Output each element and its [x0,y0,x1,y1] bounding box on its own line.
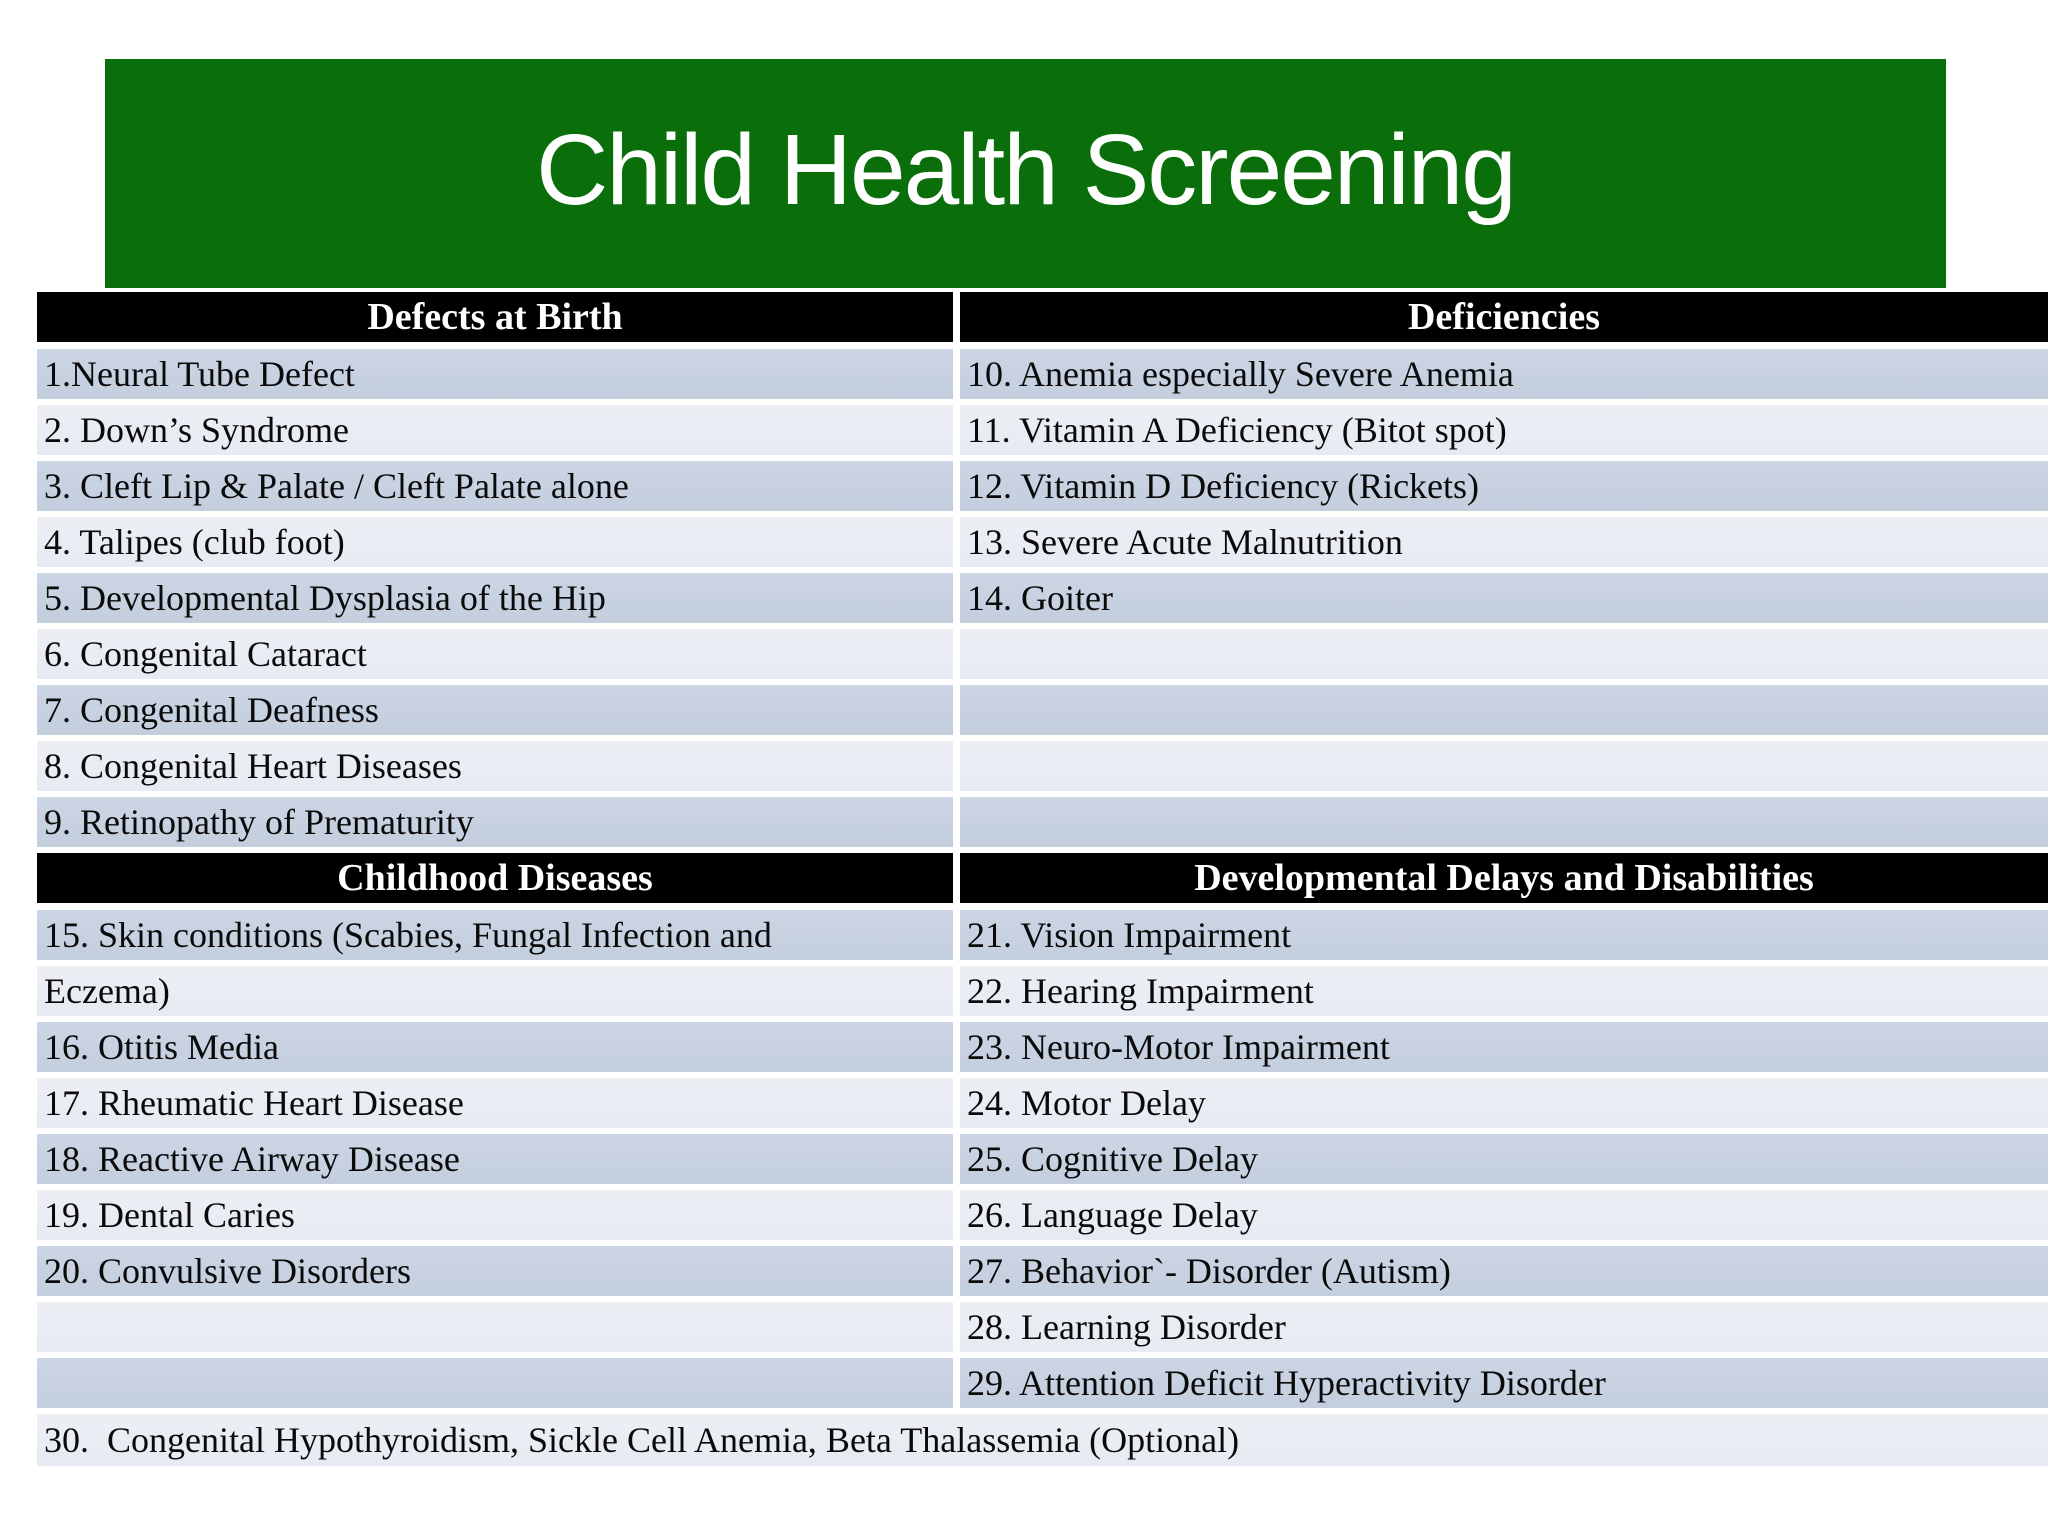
table-row: 6. Congenital Cataract [37,629,2048,679]
table-cell-left: 18. Reactive Airway Disease [37,1134,953,1184]
section1-right-header: Deficiencies [960,292,2048,342]
table-cell-right: 21. Vision Impairment [960,910,2048,960]
table-cell-right: 12. Vitamin D Deficiency (Rickets) [960,461,2048,511]
table-row: 16. Otitis Media 23. Neuro-Motor Impairm… [37,1022,2048,1072]
table-row: 9. Retinopathy of Prematurity [37,797,2048,847]
table-row: 5. Developmental Dysplasia of the Hip 14… [37,573,2048,623]
table-cell-right: 26. Language Delay [960,1190,2048,1240]
section2-right-header: Developmental Delays and Disabilities [960,853,2048,903]
table-cell-left: 9. Retinopathy of Prematurity [37,797,953,847]
table-row: 28. Learning Disorder [37,1302,2048,1352]
table-cell-left: 5. Developmental Dysplasia of the Hip [37,573,953,623]
table-row: 1.Neural Tube Defect 10. Anemia especial… [37,349,2048,399]
table-row: 3. Cleft Lip & Palate / Cleft Palate alo… [37,461,2048,511]
table-cell-left: 1.Neural Tube Defect [37,349,953,399]
table-cell-right: 27. Behavior`- Disorder (Autism) [960,1246,2048,1296]
table-cell-left: Eczema) [37,966,953,1016]
table-row: 4. Talipes (club foot) 13. Severe Acute … [37,517,2048,567]
section1-header-row: Defects at Birth Deficiencies [37,292,2048,342]
table-cell-right [960,685,2048,735]
table-cell-right [960,741,2048,791]
table-cell-right: 11. Vitamin A Deficiency (Bitot spot) [960,405,2048,455]
table-cell-left: 4. Talipes (club foot) [37,517,953,567]
table-cell-left [37,1358,953,1408]
table-cell-left: 8. Congenital Heart Diseases [37,741,953,791]
table-cell-right: 13. Severe Acute Malnutrition [960,517,2048,567]
table-cell-left: 7. Congenital Deafness [37,685,953,735]
table-cell-left: 20. Convulsive Disorders [37,1246,953,1296]
table-row: Eczema) 22. Hearing Impairment [37,966,2048,1016]
table-cell-right: 29. Attention Deficit Hyperactivity Diso… [960,1358,2048,1408]
table-row: 7. Congenital Deafness [37,685,2048,735]
table-cell-left: 2. Down’s Syndrome [37,405,953,455]
table-cell-left: 15. Skin conditions (Scabies, Fungal Inf… [37,910,953,960]
section2-left-header: Childhood Diseases [37,853,953,903]
table-row: 8. Congenital Heart Diseases [37,741,2048,791]
screening-table: Defects at Birth Deficiencies 1.Neural T… [37,292,2048,1466]
table-cell-right: 24. Motor Delay [960,1078,2048,1128]
section1-left-header: Defects at Birth [37,292,953,342]
table-cell-left: 19. Dental Caries [37,1190,953,1240]
table-cell-right: 10. Anemia especially Severe Anemia [960,349,2048,399]
table-cell-right [960,797,2048,847]
table-cell-left [37,1302,953,1352]
table-row: 20. Convulsive Disorders 27. Behavior`- … [37,1246,2048,1296]
footer-cell: 30. Congenital Hypothyroidism, Sickle Ce… [37,1414,2048,1466]
table-row: 29. Attention Deficit Hyperactivity Diso… [37,1358,2048,1408]
table-row: 15. Skin conditions (Scabies, Fungal Inf… [37,910,2048,960]
table-row: 17. Rheumatic Heart Disease 24. Motor De… [37,1078,2048,1128]
footer-row: 30. Congenital Hypothyroidism, Sickle Ce… [37,1414,2048,1466]
table-row: 2. Down’s Syndrome 11. Vitamin A Deficie… [37,405,2048,455]
table-cell-right: 28. Learning Disorder [960,1302,2048,1352]
table-cell-right: 25. Cognitive Delay [960,1134,2048,1184]
table-cell-right: 14. Goiter [960,573,2048,623]
title-banner: Child Health Screening [105,59,1946,288]
slide-title: Child Health Screening [536,114,1517,226]
table-row: 19. Dental Caries 26. Language Delay [37,1190,2048,1240]
table-cell-left: 17. Rheumatic Heart Disease [37,1078,953,1128]
table-cell-right: 23. Neuro-Motor Impairment [960,1022,2048,1072]
table-cell-left: 3. Cleft Lip & Palate / Cleft Palate alo… [37,461,953,511]
table-cell-left: 16. Otitis Media [37,1022,953,1072]
section2-header-row: Childhood Diseases Developmental Delays … [37,853,2048,903]
table-cell-right [960,629,2048,679]
table-cell-right: 22. Hearing Impairment [960,966,2048,1016]
table-cell-left: 6. Congenital Cataract [37,629,953,679]
table-row: 18. Reactive Airway Disease 25. Cognitiv… [37,1134,2048,1184]
